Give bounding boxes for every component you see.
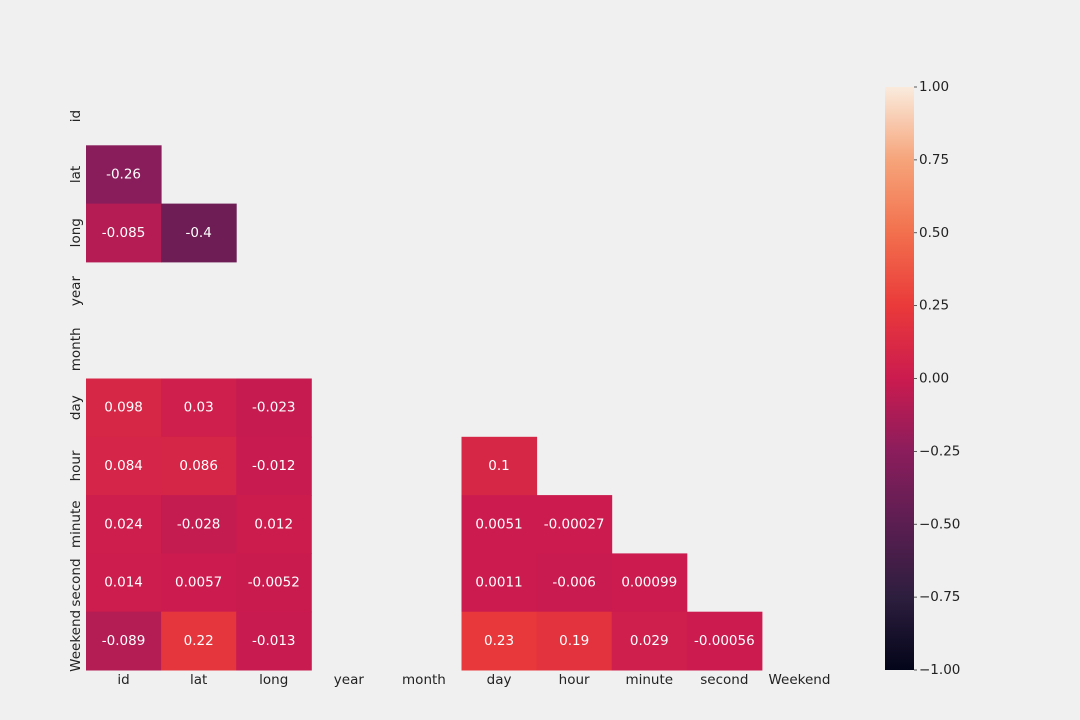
x-tick-label: long [259,672,288,688]
heatmap-cell [461,436,538,496]
x-tick-label: lat [190,672,207,688]
heatmap-cell-label: 0.19 [559,633,589,649]
heatmap-cell-label: 0.029 [630,633,669,649]
heatmap-cell-label: 0.014 [104,575,143,591]
heatmap-cell-label: -0.028 [177,516,221,532]
heatmap-cell [161,436,237,496]
heatmap-cell [161,378,237,438]
heatmap-cells [86,145,763,671]
heatmap-cell [86,145,162,205]
heatmap-cell-label: 0.00099 [621,575,677,591]
heatmap-cell-label: 0.03 [184,400,214,416]
heatmap-cell [161,203,237,263]
heatmap-cell [536,495,613,554]
heatmap-cell [236,553,312,613]
heatmap-cell [86,495,162,554]
heatmap-cell [161,553,237,613]
heatmap-cell [86,378,162,438]
heatmap-cell [236,436,312,496]
y-tick-label: Weekend [68,610,84,672]
x-tick-label: year [334,672,365,688]
x-tick-label: id [117,672,129,688]
heatmap-cell-label: -0.006 [552,575,596,591]
colorbar-tick-label: 0.00 [919,371,949,387]
x-tick-label: minute [625,672,673,688]
heatmap-cell [461,611,538,671]
heatmap-cell [236,495,312,554]
heatmap-cell [461,495,538,554]
heatmap-cell-label: 0.086 [179,458,218,474]
colorbar-tick-label: 1.00 [919,79,949,95]
heatmap-cell-label: -0.089 [102,633,146,649]
heatmap-cell [86,436,162,496]
heatmap-cell-label: -0.012 [252,458,296,474]
heatmap-cell [86,611,162,671]
heatmap-cell-label: -0.0052 [248,575,300,591]
heatmap-cell-label: 0.012 [254,516,293,532]
heatmap-cell-label: 0.0051 [475,516,522,532]
heatmap-cell [86,203,162,263]
heatmap-cell [86,553,162,613]
heatmap-cell-label: 0.098 [104,400,143,416]
heatmap-cell-label: -0.085 [102,225,146,241]
heatmap-cell [536,611,613,671]
heatmap-cell-label: 0.22 [184,633,214,649]
heatmap-cell-label: 0.024 [104,516,143,532]
heatmap-cell-label: -0.023 [252,400,296,416]
heatmap-cell-label: 0.0011 [475,575,522,591]
heatmap-cell-label: 0.23 [484,633,514,649]
heatmap-cell-label: -0.00027 [544,516,605,532]
heatmap-cell-label: -0.4 [185,225,211,241]
heatmap-cell [236,611,312,671]
colorbar-tick-label: 0.50 [919,225,949,241]
x-tick-label: month [402,672,446,688]
y-tick-label: long [68,218,84,247]
colorbar [885,87,914,670]
colorbar-tick-label: −0.25 [919,443,960,459]
colorbar-tick-label: 0.25 [919,298,949,314]
x-tick-label: day [487,672,512,688]
x-tick-label: Weekend [768,672,830,688]
heatmap-cell [461,553,538,613]
heatmap-cell [236,378,312,438]
y-tick-label: day [68,395,84,420]
colorbar-tick-label: −0.75 [919,589,960,605]
heatmap-cell [686,611,763,671]
x-axis-tick-labels: id lat long year month day hour minute second Wee… [117,672,830,688]
heatmap-cell-labels: -0.26 -0.085 -0.4 0.098 0.03 -0.023 0.084 0.086… [102,166,755,648]
y-tick-label: month [68,327,84,371]
heatmap-cell-label: 0.1 [488,458,509,474]
y-tick-label: hour [68,450,84,481]
y-axis-tick-labels: id lat long year month day hour minute second Wee… [68,110,84,672]
heatmap-cell-label: 0.084 [104,458,143,474]
heatmap-cell-label: -0.00056 [694,633,755,649]
y-tick-label: year [68,276,84,307]
colorbar-tick-label: −1.00 [919,662,960,678]
x-tick-label: second [700,672,748,688]
heatmap-cell [161,611,237,671]
y-tick-label: lat [68,166,84,183]
heatmap-cell-label: -0.013 [252,633,296,649]
heatmap-cell [611,553,688,613]
heatmap-cell [611,611,688,671]
colorbar-tick-label: −0.50 [919,516,960,532]
x-tick-label: hour [559,672,590,688]
y-tick-label: minute [68,500,84,548]
colorbar-tick-labels: 1.00 0.75 0.50 0.25 0.00 −0.25 −0.50 −0.75 −1.00 [914,79,960,678]
heatmap-cell [536,553,613,613]
colorbar-tick-label: 0.75 [919,152,949,168]
heatmap-cell-label: 0.0057 [175,575,222,591]
heatmap-cell-label: -0.26 [106,166,141,182]
y-tick-label: id [68,110,84,122]
heatmap-cell [161,495,237,554]
y-tick-label: second [68,558,84,606]
